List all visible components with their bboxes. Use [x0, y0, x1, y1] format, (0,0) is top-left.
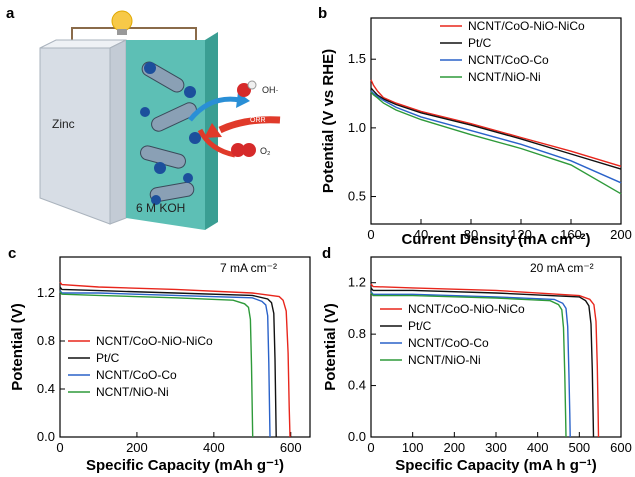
panel-c-chart: 0 200 400 600 0.0 0.4 0.8 1.2 NCNT/CoO-NiO-NiCo…	[9, 256, 311, 474]
reactant-label: O₂	[260, 146, 271, 156]
panel-c-ytick-label: 1.2	[37, 285, 55, 300]
panel-d-xtick-label: 400	[527, 440, 549, 455]
panel-b-ytick-label: 0.5	[348, 189, 366, 204]
battery-illustration: Zinc 6 M KOH OH· ORR O₂	[39, 10, 281, 230]
oxygen-molecule-icon	[231, 143, 256, 157]
panel-c-series-line	[59, 286, 277, 438]
panel-d-xtick-label: 100	[402, 440, 424, 455]
particle-icons	[140, 62, 201, 205]
panel-d-ytick-label: 0.4	[348, 378, 366, 393]
panel-label-d: d	[322, 245, 331, 262]
zinc-label: Zinc	[52, 117, 75, 131]
reaction-label: ORR	[250, 117, 266, 124]
panel-c-legend-label: NCNT/CoO-Co	[96, 368, 177, 382]
panel-d-series-line	[370, 292, 567, 438]
light-bulb-icon	[111, 10, 133, 35]
panel-d-xtick-label: 600	[610, 440, 632, 455]
panel-label-b: b	[318, 5, 327, 22]
panel-b-legend-label: NCNT/CoO-NiO-NiCo	[468, 19, 585, 33]
panel-d-ylabel: Potential (V)	[322, 303, 339, 391]
panel-c-legend-label: NCNT/NiO-Ni	[96, 385, 169, 399]
panel-b-xtick-label: 40	[414, 227, 428, 242]
panel-d-xtick-label: 0	[367, 440, 374, 455]
panel-b-series-line	[370, 79, 622, 167]
panel-b-xtick-label: 0	[367, 227, 374, 242]
panel-b-series-line	[370, 87, 622, 170]
panel-c-annotation: 7 mA cm⁻²	[220, 261, 277, 275]
panel-d-annotation: 20 mA cm⁻²	[530, 261, 594, 275]
panel-d-ytick-label: 0.8	[348, 326, 366, 341]
panel-d-xtick-label: 500	[568, 440, 590, 455]
panel-c-ylabel: Potential (V)	[9, 303, 26, 391]
panel-c-series-line	[59, 281, 291, 438]
panel-d-ytick-label: 1.2	[348, 275, 366, 290]
hydroxide-molecule-icon	[237, 80, 257, 97]
panel-b-series-line	[370, 91, 622, 195]
panel-c-ytick-label: 0.4	[37, 381, 55, 396]
panel-c-legend-label: NCNT/CoO-NiO-NiCo	[96, 334, 213, 348]
panel-d-series-line	[370, 283, 600, 438]
panel-d-legend-label: NCNT/CoO-NiO-NiCo	[408, 302, 525, 316]
panel-d-xtick-label: 200	[443, 440, 465, 455]
panel-b-legend-label: NCNT/NiO-Ni	[468, 70, 541, 84]
electrolyte-label: 6 M KOH	[136, 201, 185, 215]
panel-c-ytick-label: 0.0	[37, 429, 55, 444]
panel-b-ytick-label: 1.5	[348, 51, 366, 66]
panel-c-xtick-label: 400	[203, 440, 225, 455]
panel-b-legend-label: Pt/C	[468, 36, 492, 50]
panel-d-legend-label: NCNT/NiO-Ni	[408, 353, 481, 367]
panel-d-series-line	[370, 287, 595, 438]
panel-c-xtick-label: 200	[126, 440, 148, 455]
panel-b-xtick-label: 200	[610, 227, 632, 242]
panel-d-xtick-label: 300	[485, 440, 507, 455]
panel-b-xlabel: Current Density (mA cm⁻²)	[401, 231, 590, 248]
zinc-plate	[39, 47, 111, 225]
panel-b-xtick-label: 120	[510, 227, 532, 242]
panel-b-ytick-label: 1.0	[348, 120, 366, 135]
panel-c-ytick-label: 0.8	[37, 333, 55, 348]
panel-d-series-line	[370, 291, 571, 438]
panel-c-xtick-label: 600	[280, 440, 302, 455]
oh-arrow-icon	[188, 96, 241, 122]
panel-b-xtick-label: 80	[464, 227, 478, 242]
panel-d-xlabel: Specific Capacity (mA h g⁻¹)	[395, 457, 597, 474]
panel-c-xtick-label: 0	[56, 440, 63, 455]
panel-label-c: c	[8, 245, 16, 262]
panel-b-chart: 0 40 80 120 160 200 0.5 1.0 1.5 NCNT/CoO-NiO-NiC…	[320, 17, 632, 248]
panel-c-frame	[59, 256, 311, 438]
panel-b-frame	[370, 17, 622, 225]
panel-c-series-line	[59, 290, 271, 438]
panel-b-xtick-label: 160	[560, 227, 582, 242]
panel-label-a: a	[6, 5, 15, 22]
panel-b-ylabel: Potential (V vs RHE)	[320, 49, 337, 193]
panel-c-legend-label: Pt/C	[96, 351, 120, 365]
panel-b-series-line	[370, 90, 622, 184]
panel-c-xlabel: Specific Capacity (mAh g⁻¹)	[86, 457, 284, 474]
panel-b-legend-label: NCNT/CoO-Co	[468, 53, 549, 67]
panel-d-legend-label: Pt/C	[408, 319, 432, 333]
orr-arrow-icon	[218, 116, 281, 134]
panel-d-chart: 0 100 200 300 400 500 600 0.0 0.4 0.8 1.2 NCNT/CoO…	[322, 256, 632, 474]
panel-c-series-line	[59, 291, 254, 438]
panel-d-legend-label: NCNT/CoO-Co	[408, 336, 489, 350]
panel-d-ytick-label: 0.0	[348, 429, 366, 444]
product-label: OH·	[262, 85, 279, 95]
